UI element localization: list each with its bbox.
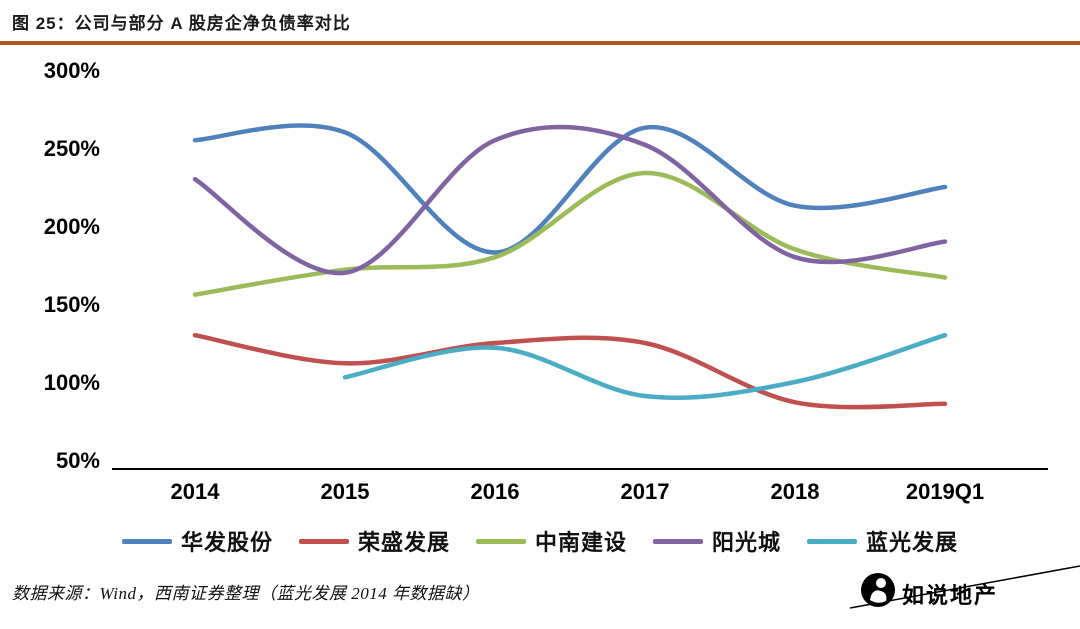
legend-label: 蓝光发展	[866, 530, 959, 555]
svg-text:2018: 2018	[771, 479, 820, 504]
figure-title: 图 25：公司与部分 A 股房企净负债率对比	[12, 14, 351, 33]
svg-text:2014: 2014	[171, 479, 221, 504]
svg-text:2016: 2016	[471, 479, 520, 504]
figure-footer: 数据来源：Wind，西南证券整理（蓝光发展 2014 年数据缺）	[0, 563, 1080, 604]
data-source-note: 数据来源：Wind，西南证券整理（蓝光发展 2014 年数据缺）	[12, 584, 480, 603]
svg-text:250%: 250%	[44, 136, 100, 161]
legend-swatch	[475, 538, 526, 544]
chart-region: 300% 250% 200% 150% 100% 50% 2014 2015 2016 2017 2…	[0, 47, 1080, 517]
svg-text:100%: 100%	[44, 370, 100, 395]
legend-label: 华发股份	[180, 530, 273, 555]
person-icon	[861, 573, 895, 607]
legend-swatch	[807, 538, 858, 544]
legend-swatch	[653, 538, 703, 544]
svg-text:300%: 300%	[44, 58, 100, 83]
legend-item: 蓝光发展	[807, 525, 958, 557]
svg-text:2019Q1: 2019Q1	[906, 479, 984, 504]
svg-text:150%: 150%	[44, 292, 100, 317]
svg-text:50%: 50%	[56, 448, 100, 473]
legend-item: 荣盛发展	[298, 525, 450, 557]
legend-label: 阳光城	[712, 530, 782, 555]
watermark-label: 如说地产	[902, 583, 999, 608]
svg-text:2017: 2017	[621, 479, 670, 504]
legend-label: 荣盛发展	[357, 530, 450, 555]
legend-item: 阳光城	[653, 525, 781, 557]
figure-header: 图 25：公司与部分 A 股房企净负债率对比	[0, 0, 1080, 41]
svg-text:200%: 200%	[44, 214, 100, 239]
header-rule	[0, 41, 1080, 45]
legend-item: 中南建设	[475, 525, 627, 557]
watermark: 如说地产	[849, 552, 1080, 624]
legend-swatch	[298, 538, 349, 544]
watermark-graphic	[849, 565, 1080, 609]
legend-swatch	[121, 538, 172, 544]
svg-text:2015: 2015	[321, 479, 370, 504]
netdebt-line-chart: 300% 250% 200% 150% 100% 50% 2014 2015 2016 2017 2…	[44, 58, 1048, 504]
legend-item: 华发股份	[121, 525, 273, 557]
legend-label: 中南建设	[534, 530, 627, 555]
chart-legend: 华发股份 荣盛发展 中南建设 阳光城 蓝光发展	[0, 519, 1080, 563]
